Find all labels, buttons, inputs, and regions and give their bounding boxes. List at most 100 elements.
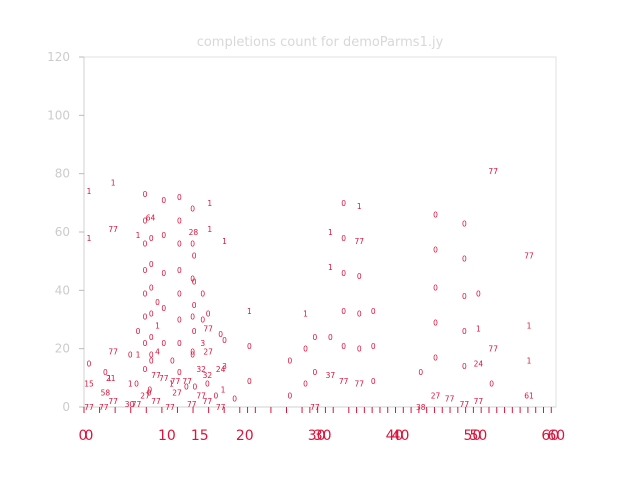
data-point: 3 bbox=[222, 362, 227, 371]
data-point: 0 bbox=[192, 327, 197, 336]
data-point: 0 bbox=[193, 383, 198, 392]
data-point: 77 bbox=[339, 377, 349, 386]
data-point: 0 bbox=[177, 368, 182, 377]
data-point: 1 bbox=[155, 321, 160, 330]
data-point: 0 bbox=[143, 313, 148, 322]
x-tick-label: 0 bbox=[79, 428, 88, 444]
data-point: 77 bbox=[203, 397, 213, 406]
data-point: 1 bbox=[527, 321, 532, 330]
data-point: 0 bbox=[312, 368, 317, 377]
data-point: 0 bbox=[341, 269, 346, 278]
y-tick-label: 120 bbox=[47, 50, 70, 64]
data-point: 0 bbox=[149, 260, 154, 269]
data-point: 1 bbox=[221, 386, 226, 395]
data-point: 77 bbox=[151, 397, 161, 406]
data-point: 0 bbox=[433, 283, 438, 292]
data-point: 0 bbox=[303, 345, 308, 354]
data-point: 0 bbox=[192, 278, 197, 287]
data-point: 0 bbox=[489, 380, 494, 389]
data-point: 0 bbox=[177, 240, 182, 249]
data-point: 1 bbox=[527, 356, 532, 365]
data-point: 77 bbox=[310, 403, 320, 412]
data-point: 77 bbox=[108, 397, 118, 406]
data-point: 0 bbox=[177, 289, 182, 298]
x-tick-label: 20 bbox=[236, 428, 254, 444]
data-point: 77 bbox=[165, 403, 175, 412]
data-point: 0 bbox=[177, 266, 182, 275]
data-point: 1 bbox=[207, 199, 212, 208]
data-point: 77 bbox=[132, 400, 142, 409]
x-tick-label: 50 bbox=[469, 428, 487, 444]
data-point: 0 bbox=[190, 275, 195, 284]
data-point: 0 bbox=[462, 254, 467, 263]
data-point: 0 bbox=[149, 310, 154, 319]
data-point: 0 bbox=[433, 246, 438, 255]
x-tick-label: 60 bbox=[541, 428, 559, 444]
x-tick-label: 40 bbox=[392, 428, 410, 444]
data-point: 24 bbox=[216, 365, 226, 374]
data-point: 28 bbox=[189, 228, 199, 237]
data-point: 77 bbox=[171, 377, 181, 386]
x-tick-label: 30 bbox=[308, 428, 326, 444]
data-point: 0 bbox=[205, 380, 210, 389]
data-point: 4 bbox=[155, 348, 160, 357]
data-point: 0 bbox=[288, 391, 293, 400]
data-point: 0 bbox=[200, 316, 205, 325]
data-point: 0 bbox=[147, 388, 152, 397]
data-point: 0 bbox=[161, 269, 166, 278]
data-point: 32 bbox=[196, 365, 206, 374]
data-point: 0 bbox=[136, 327, 141, 336]
data-point: 0 bbox=[149, 356, 154, 365]
data-point: 1 bbox=[357, 202, 362, 211]
data-point: 0 bbox=[433, 211, 438, 220]
x-tick-label: 0 bbox=[85, 428, 94, 444]
x-tick-label: 30 bbox=[314, 428, 332, 444]
data-point: 0 bbox=[312, 333, 317, 342]
data-point: 64 bbox=[146, 213, 156, 222]
data-point: 0 bbox=[87, 359, 92, 368]
data-point: 0 bbox=[192, 251, 197, 260]
x-tick-label: 60 bbox=[547, 428, 565, 444]
data-point: 0 bbox=[177, 216, 182, 225]
data-point: 0 bbox=[184, 383, 189, 392]
chart-title: completions count for demoParms1.jy bbox=[197, 35, 444, 50]
data-point: 0 bbox=[433, 353, 438, 362]
data-point: 37 bbox=[326, 371, 336, 380]
data-point: 77 bbox=[108, 348, 118, 357]
data-point: 77 bbox=[445, 394, 455, 403]
data-point: 27 bbox=[140, 391, 150, 400]
x-tick-label: 40 bbox=[386, 428, 404, 444]
data-point: 0 bbox=[177, 316, 182, 325]
data-point: 0 bbox=[143, 289, 148, 298]
data-point: 32 bbox=[203, 371, 213, 380]
data-point: 77 bbox=[354, 237, 364, 246]
data-point: 77 bbox=[196, 391, 206, 400]
data-point: 0 bbox=[143, 190, 148, 199]
data-point: 0 bbox=[341, 234, 346, 243]
data-point: 0 bbox=[462, 292, 467, 301]
data-point: 24 bbox=[474, 359, 484, 368]
data-point: 1 bbox=[87, 234, 92, 243]
data-point: 0 bbox=[341, 307, 346, 316]
y-tick-label: 20 bbox=[55, 342, 70, 356]
x-tick-label: 10 bbox=[158, 428, 176, 444]
data-point: 77 bbox=[182, 377, 192, 386]
data-point: 0 bbox=[303, 380, 308, 389]
data-point: 77 bbox=[203, 324, 213, 333]
data-point: 0 bbox=[170, 356, 175, 365]
data-point: 0 bbox=[149, 283, 154, 292]
data-point: 27 bbox=[172, 388, 182, 397]
y-tick-label: 0 bbox=[62, 400, 70, 414]
data-point: 1 bbox=[111, 178, 116, 187]
data-point: 0 bbox=[200, 289, 205, 298]
data-point: 0 bbox=[288, 356, 293, 365]
data-point: 77 bbox=[488, 345, 498, 354]
data-point: 0 bbox=[143, 240, 148, 249]
data-point: 0 bbox=[371, 377, 376, 386]
data-point: 0 bbox=[433, 318, 438, 327]
data-point: 1 bbox=[136, 351, 141, 360]
data-point: 0 bbox=[103, 368, 108, 377]
data-point: 3 bbox=[200, 339, 205, 348]
data-point: 0 bbox=[328, 333, 333, 342]
data-point: 0 bbox=[462, 362, 467, 371]
